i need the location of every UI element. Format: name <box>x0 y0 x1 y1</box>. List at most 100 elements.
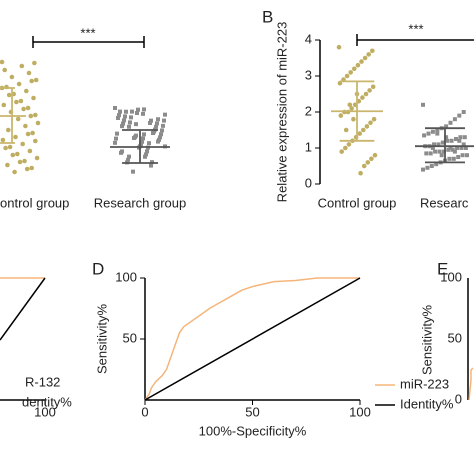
dot <box>5 162 10 168</box>
dot <box>0 137 6 143</box>
dot <box>369 156 374 162</box>
dot <box>126 157 130 162</box>
y-tick-label: 100 <box>440 269 462 284</box>
dot <box>434 162 439 167</box>
dot <box>13 134 18 140</box>
dot <box>430 129 435 134</box>
x-tick-label: Research group <box>94 195 187 210</box>
dot <box>145 149 149 154</box>
dot <box>140 139 144 144</box>
dot <box>372 152 378 158</box>
dot <box>336 44 342 50</box>
dot <box>430 146 435 150</box>
dot <box>22 158 27 164</box>
panel-label: B <box>262 7 273 26</box>
dot <box>12 169 17 175</box>
dot <box>120 124 124 129</box>
dot <box>351 116 356 122</box>
dot <box>1 102 7 108</box>
x-tick-label: ontrol group <box>0 195 69 210</box>
dot <box>461 142 466 147</box>
dot <box>364 124 370 129</box>
dot <box>349 106 354 111</box>
identity-line <box>0 277 46 341</box>
dot <box>348 70 354 75</box>
dot <box>363 91 369 97</box>
dot <box>122 118 126 123</box>
dot <box>141 111 145 116</box>
x-axis-label: 100%-Specificity% <box>199 423 307 438</box>
dot <box>447 156 452 161</box>
dot <box>155 121 159 126</box>
dot <box>437 149 442 154</box>
series-line <box>144 277 360 401</box>
dot <box>124 109 128 114</box>
dot <box>116 116 120 120</box>
dot <box>9 74 15 80</box>
dot <box>115 131 119 136</box>
dot <box>433 149 438 154</box>
dot <box>445 138 450 143</box>
dot <box>148 121 152 125</box>
y-tick-label: 0 <box>455 391 462 406</box>
dot <box>368 120 373 126</box>
dot <box>117 113 121 118</box>
dot <box>460 153 465 158</box>
dot <box>24 88 29 94</box>
dot <box>23 123 28 129</box>
dot <box>31 95 36 101</box>
dot <box>27 148 33 154</box>
dot <box>424 151 429 156</box>
dot <box>10 152 16 158</box>
dot <box>435 131 440 136</box>
y-tick-label: 100 <box>115 269 137 284</box>
dot <box>149 163 153 168</box>
dot <box>25 131 31 137</box>
x-tick-label: 0 <box>141 404 148 419</box>
dot <box>459 146 464 150</box>
y-tick-label: 50 <box>448 330 462 345</box>
significance: *** <box>80 25 95 40</box>
dot <box>458 135 463 140</box>
dot <box>154 124 158 129</box>
dot <box>30 130 35 136</box>
dot <box>144 152 148 157</box>
dot <box>429 164 434 168</box>
dot <box>147 141 151 146</box>
dot <box>347 102 353 108</box>
dot <box>452 117 457 122</box>
significance: *** <box>408 21 423 36</box>
dot <box>18 98 24 104</box>
panel-label: D <box>92 259 104 278</box>
dot <box>421 167 425 172</box>
dot <box>142 107 146 112</box>
dot <box>6 127 11 133</box>
dot <box>162 118 166 123</box>
dot <box>451 156 456 161</box>
y-tick-label: 2 <box>305 103 312 118</box>
dot <box>6 92 12 98</box>
y-axis-label: Sensitivity% <box>94 304 109 375</box>
dot <box>0 59 5 65</box>
dot <box>132 136 136 140</box>
dot <box>465 153 469 158</box>
dot <box>127 124 131 129</box>
dot <box>16 81 22 87</box>
dot <box>441 149 446 154</box>
legend-label: R-132 <box>25 374 60 389</box>
dot <box>360 95 365 100</box>
dot <box>343 127 349 133</box>
dot <box>448 146 453 150</box>
dot <box>118 109 122 114</box>
dot <box>136 107 140 112</box>
dot <box>361 127 366 133</box>
dot <box>355 62 361 68</box>
dot <box>33 138 38 144</box>
dot <box>35 120 41 126</box>
dot <box>357 131 363 136</box>
dot <box>141 136 145 141</box>
dot <box>425 165 430 170</box>
dot <box>461 110 466 114</box>
dot <box>149 118 153 123</box>
x-tick-label: 50 <box>245 404 259 419</box>
